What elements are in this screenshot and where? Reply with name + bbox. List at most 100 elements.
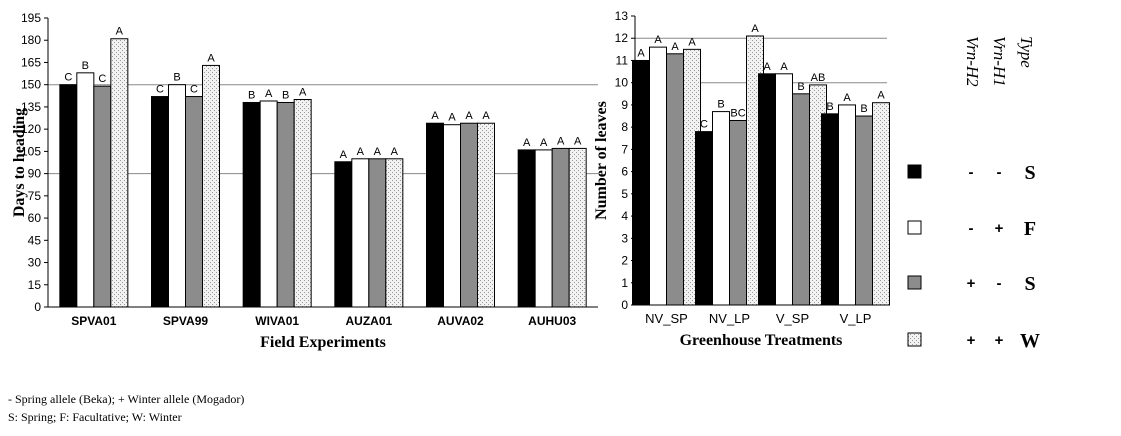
bar xyxy=(259,100,278,308)
bar xyxy=(712,111,730,306)
significance-label: C xyxy=(64,72,72,84)
significance-label: A xyxy=(843,92,851,104)
y-tick-label: 15 xyxy=(28,278,42,292)
significance-label: B xyxy=(248,89,255,101)
bar xyxy=(426,122,444,308)
bar xyxy=(334,161,353,308)
bar xyxy=(351,158,370,308)
bar xyxy=(649,46,667,306)
significance-label: A xyxy=(780,61,788,73)
legend-type: F xyxy=(1024,218,1036,240)
bar xyxy=(855,115,873,306)
y-tick-label: 30 xyxy=(28,256,42,270)
legend-vrn-h2: - xyxy=(969,220,974,237)
significance-label: A xyxy=(482,110,490,122)
significance-label: A xyxy=(637,47,645,59)
significance-label: A xyxy=(751,23,759,35)
y-tick-label: 150 xyxy=(21,78,41,92)
bar xyxy=(632,59,650,306)
bar xyxy=(775,73,793,306)
y-tick-label: 5 xyxy=(621,187,628,201)
bar xyxy=(443,124,461,308)
y-tick-label: 12 xyxy=(615,31,629,45)
legend-swatch xyxy=(907,332,922,347)
y-tick-label: 105 xyxy=(21,144,41,158)
significance-label: A xyxy=(448,112,456,124)
legend-vrn-h1: - xyxy=(997,164,1002,181)
y-tick-label: 180 xyxy=(21,33,41,47)
bar xyxy=(110,38,129,308)
y-tick-label: 4 xyxy=(621,209,628,223)
significance-label: A xyxy=(557,135,565,147)
category-label: AUVA02 xyxy=(437,314,484,328)
category-label: V_LP xyxy=(840,311,872,326)
y-tick-label: 165 xyxy=(21,55,41,69)
bar xyxy=(534,149,553,308)
legend: Vrn-H2 Vrn-H1 Type - - S - + F + - S + + W xyxy=(907,36,1040,352)
legend-vrn-h1: + xyxy=(995,332,1004,349)
y-tick-label: 45 xyxy=(28,233,42,247)
bar xyxy=(758,73,776,306)
significance-label: A xyxy=(671,41,679,53)
bar xyxy=(293,99,312,308)
significance-label: A xyxy=(763,61,771,73)
category-label: SPVA01 xyxy=(71,314,116,328)
legend-type: S xyxy=(1024,273,1035,295)
y-tick-label: 195 xyxy=(21,11,41,25)
bar xyxy=(666,53,684,306)
legend-vrn-h1: - xyxy=(997,275,1002,292)
y-tick-label: 135 xyxy=(21,100,41,114)
bar xyxy=(729,119,747,306)
bar xyxy=(385,158,404,308)
significance-label: C xyxy=(700,119,708,131)
y-tick-label: 8 xyxy=(621,120,628,134)
legend-swatch xyxy=(907,220,922,235)
legend-header: Type xyxy=(1017,36,1036,68)
significance-label: BC xyxy=(730,107,745,119)
significance-label: C xyxy=(98,73,106,85)
bar xyxy=(76,72,95,308)
significance-label: B xyxy=(173,72,180,84)
significance-label: A xyxy=(523,137,531,149)
significance-label: A xyxy=(654,34,662,46)
legend-type: W xyxy=(1020,330,1040,352)
legend-vrn-h1: + xyxy=(995,220,1004,237)
bar xyxy=(168,84,186,308)
bar xyxy=(460,122,478,308)
y-tick-label: 0 xyxy=(621,298,628,312)
significance-label: B xyxy=(82,60,89,72)
category-label: NV_SP xyxy=(645,311,688,326)
significance-label: A xyxy=(877,90,885,102)
y-tick-label: 3 xyxy=(621,231,628,245)
category-label: NV_LP xyxy=(709,311,750,326)
bar xyxy=(242,101,261,308)
category-label: AUZA01 xyxy=(345,314,392,328)
significance-label: B xyxy=(282,89,289,101)
bar xyxy=(568,147,587,308)
significance-label: B xyxy=(717,99,724,111)
category-label: AUHU03 xyxy=(528,314,576,328)
bar xyxy=(792,93,810,306)
y-tick-label: 7 xyxy=(621,142,628,156)
bar xyxy=(477,122,495,308)
category-label: SPVA99 xyxy=(163,314,208,328)
significance-label: A xyxy=(299,87,307,99)
legend-vrn-h2: + xyxy=(967,275,976,292)
y-tick-label: 60 xyxy=(28,211,42,225)
bar xyxy=(551,147,570,308)
significance-label: A xyxy=(265,88,273,100)
y-tick-label: 90 xyxy=(28,167,42,181)
significance-label: A xyxy=(574,135,582,147)
significance-label: C xyxy=(156,84,164,96)
bar xyxy=(185,96,203,308)
y-tick-label: 11 xyxy=(616,53,629,67)
bar xyxy=(368,158,387,308)
legend-swatch xyxy=(907,164,922,179)
footnote-alleles: - Spring allele (Beka); + Winter allele … xyxy=(8,392,245,406)
legend-header: Vrn-H2 xyxy=(963,36,982,87)
y-tick-label: 120 xyxy=(21,122,41,136)
bar xyxy=(838,104,856,306)
days-to-heading-chart: 0153045607590105120135150165180195CBCASP… xyxy=(11,11,598,351)
